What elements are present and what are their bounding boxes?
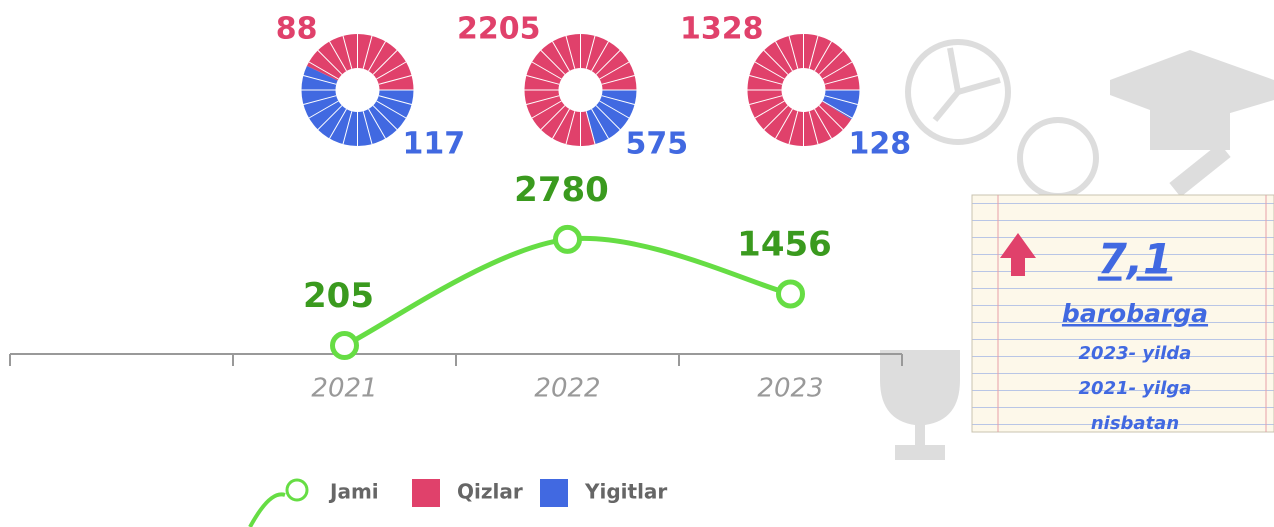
legend-swatch [540, 479, 568, 507]
donut-divider [814, 108, 832, 139]
point [553, 224, 582, 254]
point [330, 331, 359, 361]
donut-divider [788, 111, 799, 145]
donut-divider [601, 95, 635, 105]
donut-divider [763, 105, 789, 130]
x-tick-label: 2021 [311, 374, 377, 404]
donut-divider [585, 111, 596, 145]
legend-label: Qizlar [457, 480, 523, 504]
donut-divider [368, 41, 386, 72]
donut-divider [591, 41, 609, 72]
donut-divider [552, 108, 570, 139]
donut-divider [342, 111, 353, 145]
donut-divider [317, 105, 343, 130]
donut-slice [586, 90, 637, 144]
donut-divider [788, 35, 799, 69]
data-label: 2780 [514, 170, 609, 210]
donut-divider [329, 41, 347, 72]
data-label: 575 [626, 127, 689, 162]
donut-divider [531, 61, 562, 80]
donut-divider [362, 111, 373, 145]
donut-divider [818, 50, 844, 75]
donut-divider [342, 35, 353, 69]
x-tick-label: 2022 [534, 374, 600, 404]
donut-divider [585, 35, 596, 69]
data-label: 205 [303, 276, 374, 316]
line [343, 235, 792, 348]
donut-divider [308, 61, 339, 80]
donut-divider [317, 50, 343, 75]
data-label: 1456 [737, 224, 832, 264]
legend-swatch [248, 492, 286, 527]
donut-divider [378, 95, 412, 105]
donut-divider [763, 50, 789, 75]
point [776, 279, 805, 309]
donut-divider [378, 75, 412, 85]
donut-divider [376, 100, 407, 119]
donut-divider [591, 108, 609, 139]
data-label: 88 [276, 12, 318, 47]
donut-divider [824, 95, 858, 105]
data-label: 117 [403, 127, 466, 162]
note-box: 7,1 barobarga 2023- yilda 2021- yilga ni… [971, 194, 1274, 434]
donut-divider [599, 61, 630, 80]
donut-divider [822, 100, 853, 119]
donut-divider [749, 75, 783, 85]
donut-divider [329, 108, 347, 139]
donut-divider [775, 108, 793, 139]
note-line: 2021- yilga [1079, 378, 1192, 399]
note-line: 2023- yilda [1079, 343, 1192, 364]
donut-divider [308, 100, 339, 119]
donut-divider [749, 95, 783, 105]
donut-divider [601, 75, 635, 85]
donut-divider [595, 105, 621, 130]
donut-divider [526, 75, 560, 85]
x-tick-label: 2023 [757, 374, 823, 404]
donut-divider [368, 108, 386, 139]
donut-divider [808, 111, 819, 145]
donut-divider [540, 50, 566, 75]
donut-divider [303, 95, 337, 105]
note-ratio: 7,1 [1098, 235, 1172, 284]
donut-divider [552, 41, 570, 72]
legend-label: Jami [328, 480, 379, 504]
donut-divider [376, 61, 407, 80]
donut-divider [824, 75, 858, 85]
donut-divider [372, 105, 398, 130]
donut-divider [565, 35, 576, 69]
donut-divider [822, 61, 853, 80]
up-arrow [1000, 233, 1036, 276]
data-label: 2205 [457, 12, 541, 47]
decor-cap-base [1150, 100, 1230, 150]
donut-divider [814, 41, 832, 72]
donut-divider [595, 50, 621, 75]
donut-divider [526, 95, 560, 105]
donut-divider [754, 61, 785, 80]
donut-divider [540, 105, 566, 130]
donut-slice [301, 65, 414, 147]
donut-divider [754, 100, 785, 119]
note-unit: barobarga [1062, 299, 1208, 328]
legend-swatch [285, 478, 309, 502]
data-label: 128 [849, 127, 912, 162]
decor-trophy [880, 350, 960, 460]
donut-divider [372, 50, 398, 75]
legend-swatch [412, 479, 440, 507]
donut-divider [303, 75, 337, 85]
donut-divider [775, 41, 793, 72]
note-line: nisbatan [1091, 413, 1179, 434]
donut-divider [818, 105, 844, 130]
donut-divider [362, 35, 373, 69]
legend-label: Yigitlar [584, 480, 667, 504]
donut-divider [808, 35, 819, 69]
data-label: 1328 [680, 12, 764, 47]
donut-divider [531, 100, 562, 119]
donut-divider [599, 100, 630, 119]
donut-divider [565, 111, 576, 145]
